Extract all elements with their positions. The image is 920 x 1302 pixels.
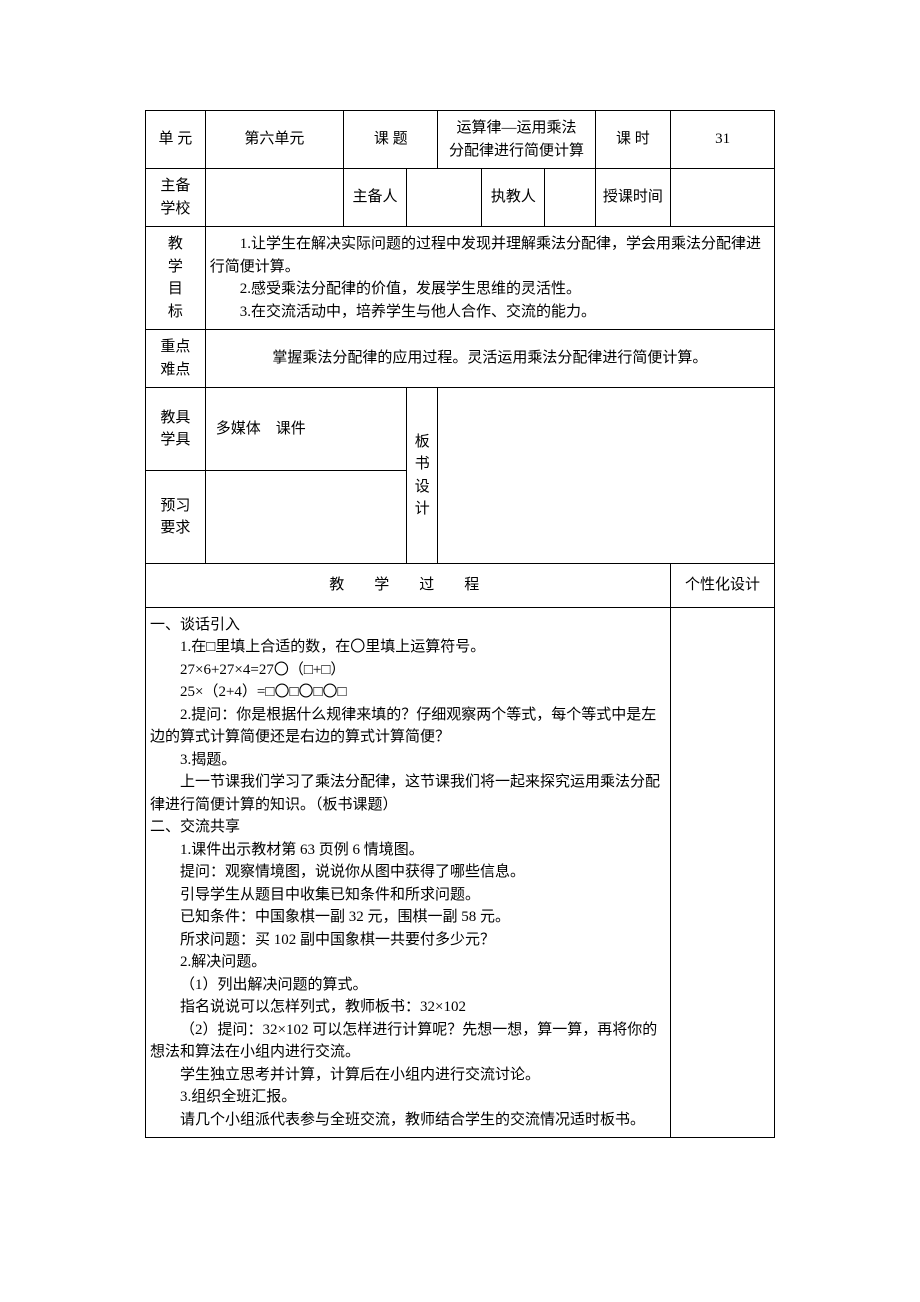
proc-p17: 3.组织全班汇报。 — [150, 1086, 666, 1109]
unit-label: 单 元 — [146, 111, 206, 169]
process-body: 一、谈话引入 1.在□里填上合适的数，在〇里填上运算符号。 27×6+27×4=… — [146, 607, 671, 1138]
obj-c4: 标 — [168, 304, 183, 320]
prep-school-l2: 学校 — [160, 201, 190, 217]
kp-l1: 重点 — [160, 339, 190, 355]
proc-p13: （1）列出解决问题的算式。 — [150, 974, 666, 997]
kp-l2: 难点 — [160, 362, 190, 378]
preview-label: 预习 要求 — [146, 471, 206, 564]
objectives-label: 教 学 目 标 — [146, 227, 206, 330]
proc-p18: 请几个小组派代表参与全班交流，教师结合学生的交流情况适时板书。 — [150, 1109, 666, 1132]
process-header: 教 学 过 程 — [146, 564, 671, 608]
objective-3: 3.在交流活动中，培养学生与他人合作、交流的能力。 — [210, 301, 770, 324]
board-c3: 设 — [415, 479, 430, 495]
keypoints-body: 掌握乘法分配律的应用过程。灵活运用乘法分配律进行简便计算。 — [205, 330, 774, 388]
objective-2: 2.感受乘法分配律的价值，发展学生思维的灵活性。 — [210, 278, 770, 301]
period-value: 31 — [671, 111, 775, 169]
proc-p1: 1.在□里填上合适的数，在〇里填上运算符号。 — [150, 636, 666, 659]
tools-value: 多媒体 课件 — [205, 388, 406, 471]
proc-p14: 指名说说可以怎样列式，教师板书：32×102 — [150, 996, 666, 1019]
personalized-design-header: 个性化设计 — [671, 564, 775, 608]
obj-c2: 学 — [168, 259, 183, 275]
topic-line1: 运算律—运用乘法 — [457, 120, 577, 136]
teacher-value — [545, 169, 595, 227]
proc-p6: 上一节课我们学习了乘法分配律，这节课我们将一起来探究运用乘法分配律进行简便计算的… — [150, 771, 666, 816]
topic-line2: 分配律进行简便计算 — [449, 143, 584, 159]
board-c4: 计 — [415, 501, 430, 517]
preparer-value — [407, 169, 482, 227]
objective-1: 1.让学生在解决实际问题的过程中发现并理解乘法分配律，学会用乘法分配律进行简便计… — [210, 233, 770, 278]
tools-l2: 学具 — [160, 432, 190, 448]
proc-p5: 3.揭题。 — [150, 749, 666, 772]
tools-label: 教具 学具 — [146, 388, 206, 471]
obj-c1: 教 — [168, 236, 183, 252]
board-c2: 书 — [415, 456, 430, 472]
proc-p15: （2）提问：32×102 可以怎样进行计算呢？先想一想，算一算，再将你的想法和算… — [150, 1019, 666, 1064]
obj-c3: 目 — [168, 281, 183, 297]
preview-l2: 要求 — [160, 520, 190, 536]
prep-school-value — [205, 169, 343, 227]
proc-p8: 提问：观察情境图，说说你从图中获得了哪些信息。 — [150, 861, 666, 884]
unit-value: 第六单元 — [205, 111, 343, 169]
topic-label: 课 题 — [344, 111, 438, 169]
board-design-label: 板 书 设 计 — [407, 388, 438, 564]
prep-school-l1: 主备 — [160, 178, 190, 194]
proc-p2: 27×6+27×4=27〇（□+□） — [150, 659, 666, 682]
topic-value: 运算律—运用乘法 分配律进行简便计算 — [438, 111, 595, 169]
board-c1: 板 — [415, 434, 430, 450]
prep-school-label: 主备 学校 — [146, 169, 206, 227]
teach-time-label: 授课时间 — [595, 169, 670, 227]
board-design-body — [438, 388, 775, 564]
objectives-body: 1.让学生在解决实际问题的过程中发现并理解乘法分配律，学会用乘法分配律进行简便计… — [205, 227, 774, 330]
proc-p3: 25×（2+4）=□〇□〇□〇□ — [150, 681, 666, 704]
personalized-design-body — [671, 607, 775, 1138]
tools-l1: 教具 — [160, 410, 190, 426]
proc-h1: 一、谈话引入 — [150, 614, 666, 637]
keypoints-label: 重点 难点 — [146, 330, 206, 388]
period-label: 课 时 — [595, 111, 670, 169]
preparer-label: 主备人 — [344, 169, 407, 227]
preview-body — [205, 471, 406, 564]
preview-l1: 预习 — [160, 498, 190, 514]
proc-p10: 已知条件：中国象棋一副 32 元，围棋一副 58 元。 — [150, 906, 666, 929]
teach-time-value — [671, 169, 775, 227]
proc-p9: 引导学生从题目中收集已知条件和所求问题。 — [150, 884, 666, 907]
proc-h2: 二、交流共享 — [150, 816, 666, 839]
proc-p7: 1.课件出示教材第 63 页例 6 情境图。 — [150, 839, 666, 862]
lesson-plan-table: 单 元 第六单元 课 题 运算律—运用乘法 分配律进行简便计算 课 时 31 主… — [145, 110, 775, 1138]
proc-p4: 2.提问：你是根据什么规律来填的？仔细观察两个等式，每个等式中是左边的算式计算简… — [150, 704, 666, 749]
proc-p11: 所求问题：买 102 副中国象棋一共要付多少元？ — [150, 929, 666, 952]
proc-p12: 2.解决问题。 — [150, 951, 666, 974]
teacher-label: 执教人 — [482, 169, 545, 227]
proc-p16: 学生独立思考并计算，计算后在小组内进行交流讨论。 — [150, 1064, 666, 1087]
